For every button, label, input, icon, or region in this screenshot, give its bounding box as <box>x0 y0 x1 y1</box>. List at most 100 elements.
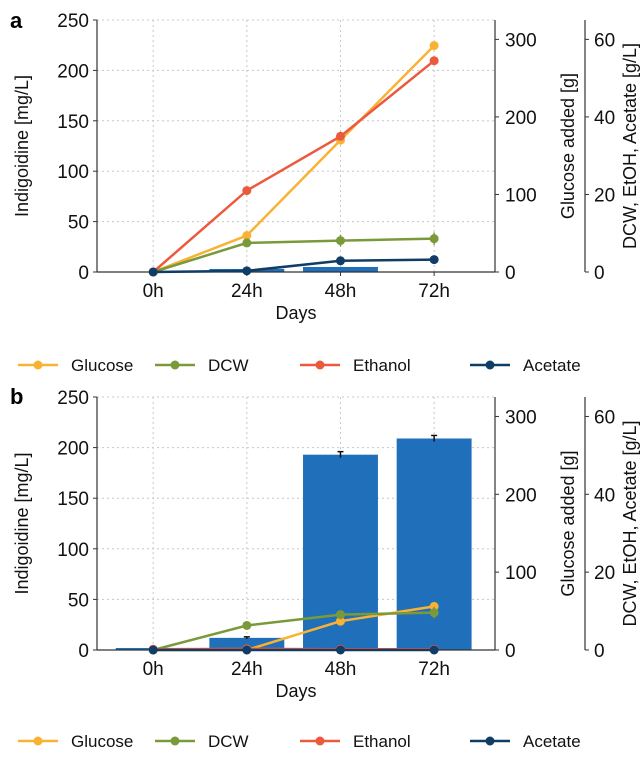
legend-item-glucose: Glucose <box>18 356 133 375</box>
legend-swatch-marker <box>485 360 495 370</box>
y2-tick-label: 0 <box>505 263 516 284</box>
data-point <box>242 645 252 655</box>
y2-axis-label: Glucose added [g] <box>558 73 578 219</box>
x-tick-label: 72h <box>418 659 450 680</box>
legend-item-acetate: Acetate <box>470 356 581 375</box>
series-line <box>152 44 436 274</box>
x-tick-label: 0h <box>143 659 164 680</box>
legend-item-acetate: Acetate <box>470 732 581 751</box>
data-point <box>335 610 345 620</box>
y2-axis-label: Glucose added [g] <box>558 450 578 596</box>
y2-tick-label: 300 <box>505 407 537 428</box>
series-line <box>153 258 435 274</box>
series-acetate <box>148 255 439 277</box>
y-axis-label: Indigoidine [mg/L] <box>12 75 32 217</box>
legend-item-ethanol: Ethanol <box>300 732 411 751</box>
legend-label: DCW <box>208 732 249 751</box>
y2-tick-label: 100 <box>505 185 537 206</box>
data-point <box>429 234 439 244</box>
legend-swatch-marker <box>33 360 43 370</box>
legend-item-ethanol: Ethanol <box>300 356 411 375</box>
series-line <box>152 611 435 652</box>
y3-tick-label: 20 <box>594 563 615 584</box>
legend: Glucose DCW Ethanol Acetate <box>18 732 581 751</box>
y-tick-label: 100 <box>57 162 89 183</box>
y3-axis-label: DCW, EtOH, Acetate [g/L] <box>620 420 640 626</box>
y-tick-label: 200 <box>57 61 89 82</box>
y-tick-label: 50 <box>68 213 89 234</box>
data-point <box>242 238 252 248</box>
series-acetate <box>148 645 439 655</box>
x-tick-label: 72h <box>418 281 450 302</box>
legend-item-glucose: Glucose <box>18 732 133 751</box>
y-tick-label: 100 <box>57 540 89 561</box>
x-tick-label: 48h <box>325 659 357 680</box>
series-line <box>152 237 435 274</box>
data-point <box>335 616 345 626</box>
data-point <box>429 601 439 611</box>
y2-tick-label: 200 <box>505 108 537 129</box>
x-axis-label: Days <box>275 681 316 701</box>
legend-item-dcw: DCW <box>155 356 249 375</box>
legend-swatch-marker <box>315 360 325 370</box>
y3-tick-label: 20 <box>594 185 615 206</box>
y3-tick-label: 40 <box>594 108 615 129</box>
legend-item-dcw: DCW <box>155 732 249 751</box>
legend-label: DCW <box>208 356 249 375</box>
y-tick-label: 0 <box>78 263 89 284</box>
legend-swatch-marker <box>485 736 495 746</box>
data-point <box>335 645 345 655</box>
data-point <box>242 231 252 241</box>
panel-label: a <box>10 8 23 33</box>
legend-label: Ethanol <box>353 732 411 751</box>
y-tick-label: 250 <box>57 11 89 32</box>
y-tick-label: 0 <box>78 641 89 662</box>
series-ethanol <box>148 56 439 277</box>
bar-48h <box>303 266 378 272</box>
legend-label: Acetate <box>523 732 581 751</box>
legend-label: Glucose <box>71 356 133 375</box>
y-tick-label: 250 <box>57 388 89 409</box>
legend-label: Ethanol <box>353 356 411 375</box>
y3-tick-label: 0 <box>594 641 605 662</box>
legend-label: Acetate <box>523 356 581 375</box>
data-point <box>429 608 439 618</box>
y-tick-label: 200 <box>57 439 89 460</box>
series-glucose <box>148 601 439 655</box>
y3-tick-label: 40 <box>594 485 615 506</box>
data-point <box>335 131 345 141</box>
series-dcw <box>148 232 439 277</box>
data-point <box>429 645 439 655</box>
data-point <box>429 56 439 66</box>
panel-label: b <box>10 384 23 409</box>
series-line <box>152 59 435 273</box>
chart-panel-b: b 0 50 100 150 200 250 0 100 200 300 0 20 40 60 0h 24h 48… <box>10 384 640 751</box>
series-dcw <box>148 606 439 655</box>
data-point <box>242 186 252 196</box>
x-axis-label: Days <box>275 303 316 323</box>
y3-tick-label: 0 <box>594 263 605 284</box>
y-axis-label: Indigoidine [mg/L] <box>12 452 32 594</box>
bar-24h <box>209 637 285 650</box>
y3-tick-label: 60 <box>594 30 615 51</box>
data-point <box>148 267 158 277</box>
y2-tick-label: 200 <box>505 485 537 506</box>
data-point <box>242 266 252 276</box>
data-point <box>429 255 439 265</box>
legend-label: Glucose <box>71 732 133 751</box>
y3-tick-label: 60 <box>594 407 615 428</box>
legend-swatch-marker <box>315 736 325 746</box>
legend-swatch-marker <box>170 360 180 370</box>
legend-swatch-marker <box>33 736 43 746</box>
chart-panel-a: a 0 50 100 150 200 250 0 100 200 300 0 20 40 60 0h 24h 48… <box>10 8 640 375</box>
data-point <box>148 645 158 655</box>
data-point <box>335 236 345 246</box>
y2-tick-label: 0 <box>505 641 516 662</box>
x-tick-label: 0h <box>143 281 164 302</box>
y3-axis-label: DCW, EtOH, Acetate [g/L] <box>620 43 640 249</box>
legend-swatch-marker <box>170 736 180 746</box>
x-tick-label: 48h <box>325 281 357 302</box>
x-tick-label: 24h <box>231 659 263 680</box>
y2-tick-label: 300 <box>505 30 537 51</box>
